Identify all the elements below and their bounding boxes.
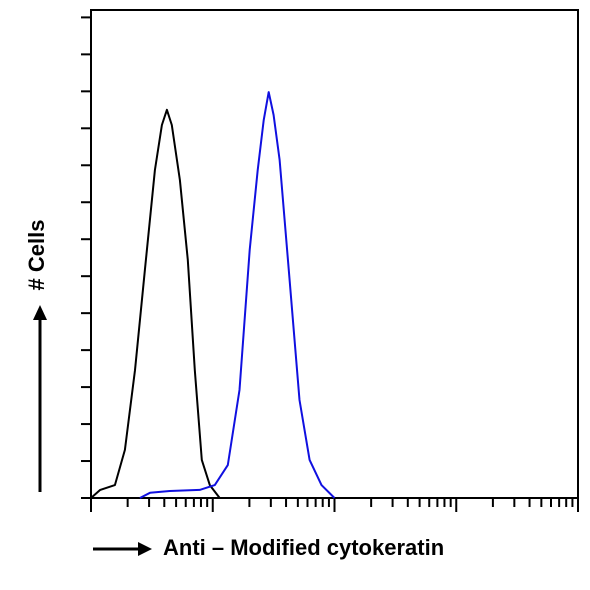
y-arrow-head [33, 305, 47, 320]
x-arrow-head [138, 542, 152, 556]
x-axis-label: Anti – Modified cytokeratin [163, 535, 444, 560]
plot-frame [90, 9, 579, 499]
y-axis-label: # Cells [24, 220, 49, 291]
histogram-line [90, 108, 221, 499]
histogram-line [139, 91, 336, 499]
